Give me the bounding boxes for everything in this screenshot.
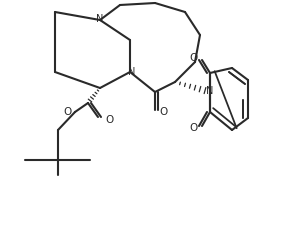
Text: N: N: [206, 86, 214, 96]
Text: O: O: [160, 107, 168, 117]
Text: N: N: [96, 14, 104, 24]
Text: O: O: [190, 53, 198, 63]
Text: O: O: [190, 123, 198, 133]
Text: O: O: [63, 107, 71, 117]
Text: N: N: [128, 67, 136, 77]
Text: O: O: [106, 115, 114, 125]
